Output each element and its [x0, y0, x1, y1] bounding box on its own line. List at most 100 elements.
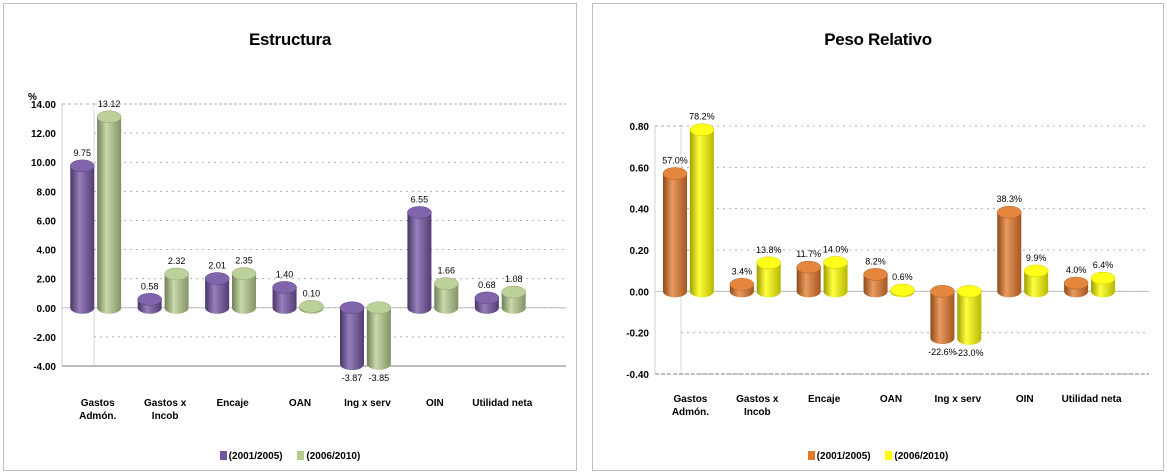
bar-top [96, 110, 122, 124]
chart-legend: (2001/2005) (2006/2010) [4, 451, 576, 462]
chart-panel-peso-relativo: Peso Relativo -0.40 -0.20 0.00 0.20 0.40 0.60… [592, 3, 1164, 471]
y-tick-label: 8.00 [37, 187, 57, 198]
data-label: 13.8% [756, 245, 782, 255]
chart-legend: (2001/2005) (2006/2010) [593, 451, 1163, 462]
data-label: 3.4% [732, 266, 753, 276]
legend-swatch [885, 451, 893, 460]
bar [434, 277, 459, 314]
x-tick-label: Gastos Admón. [672, 394, 709, 418]
bar-body [823, 262, 848, 298]
y-tick-label: 4.00 [37, 246, 57, 257]
x-tick-label: Ing x serv [344, 398, 391, 409]
data-label: 6.55 [411, 194, 429, 204]
bar-top [204, 272, 230, 285]
bar-top [662, 167, 688, 180]
bar [231, 267, 257, 314]
x-tick-label: Gastos Admón. [79, 398, 116, 422]
data-label: 6.4% [1093, 260, 1114, 270]
bar [890, 283, 915, 298]
y-tick-label: 14.00 [31, 100, 56, 111]
bar-top [366, 301, 392, 315]
bar [474, 291, 500, 314]
bar-top [729, 278, 755, 291]
y-tick-label: 0.00 [630, 287, 650, 298]
bar [863, 268, 888, 298]
bar [70, 159, 95, 314]
y-tick-label: 0.20 [630, 246, 650, 257]
data-label: 0.68 [478, 280, 496, 290]
data-label: 9.75 [74, 148, 92, 158]
x-tick-label: OAN [880, 394, 902, 405]
data-label: -23.0% [955, 348, 984, 358]
data-label: 78.2% [689, 112, 715, 122]
data-label: -3.85 [369, 373, 390, 383]
bar [501, 285, 526, 314]
bar-body [434, 283, 459, 314]
data-label: 0.10 [303, 288, 321, 298]
y-axis-label: % [28, 92, 37, 103]
chart-title: Estructura [248, 30, 332, 49]
bar-body [997, 212, 1022, 298]
x-tick-label: Gastos x Incob [736, 394, 779, 418]
bar-top [863, 268, 888, 281]
y-tick-label: 6.00 [37, 216, 57, 227]
bar-top [957, 285, 982, 298]
legend-item-series-1: (2001/2005) [807, 451, 871, 462]
bar [204, 272, 230, 314]
legend-label: (2006/2010) [894, 451, 949, 462]
data-label: 57.0% [662, 156, 688, 166]
data-label: 1.66 [438, 266, 456, 276]
bar-top [231, 267, 257, 280]
x-tick-label: Encaje [808, 394, 841, 405]
bar-body [205, 278, 230, 314]
bar [164, 267, 189, 314]
chart-panel-estructura: Estructura -4.00 -2.00 0.00 2.00 4.00 6.00 8.0… [3, 3, 577, 471]
y-tick-label: 12.00 [31, 129, 56, 140]
bar-top [1063, 276, 1089, 290]
y-tick-label: 2.00 [37, 275, 57, 286]
bar-body [1024, 270, 1049, 298]
data-label: -22.6% [928, 347, 957, 357]
bar-body [662, 173, 687, 298]
y-tick-label: -2.00 [33, 333, 56, 344]
bar [299, 300, 324, 314]
data-label: 0.6% [892, 272, 913, 282]
data-label: 0.58 [141, 281, 159, 291]
bar [689, 123, 715, 298]
data-label: 8.2% [865, 256, 886, 266]
x-tick-label: OAN [289, 398, 311, 409]
bar-body [164, 274, 189, 314]
data-label: 2.35 [235, 256, 253, 266]
data-label: 1.40 [276, 269, 294, 279]
y-tick-label: 10.00 [31, 158, 56, 169]
bar [957, 285, 982, 345]
bar [729, 278, 755, 298]
bar-top [930, 285, 955, 298]
legend-item-series-1: (2001/2005) [219, 451, 283, 462]
bar-body [863, 274, 888, 298]
bar-body [70, 165, 95, 314]
bar-top [339, 301, 365, 315]
legend-label: (2001/2005) [816, 451, 871, 462]
bar-top [299, 300, 324, 313]
x-tick-label: Utilidad neta [472, 398, 532, 409]
x-tick-label: OIN [426, 398, 444, 409]
bar-top [756, 256, 781, 270]
bar [272, 281, 297, 314]
bar [1023, 264, 1049, 298]
bar-top [890, 283, 915, 297]
bar-top [1090, 271, 1116, 285]
x-tick-label: Encaje [216, 398, 249, 409]
legend-item-series-2: (2006/2010) [297, 451, 360, 462]
bar-body [957, 291, 982, 345]
bar [366, 301, 392, 370]
bar-top [164, 267, 189, 281]
bar [96, 110, 122, 314]
bar [796, 260, 821, 298]
bar-top [689, 123, 715, 136]
legend-swatch [219, 451, 227, 460]
data-label: 13.12 [98, 99, 121, 109]
bar-body [756, 262, 781, 298]
legend-label: (2006/2010) [306, 451, 361, 462]
legend-item-series-2: (2006/2010) [885, 451, 948, 462]
